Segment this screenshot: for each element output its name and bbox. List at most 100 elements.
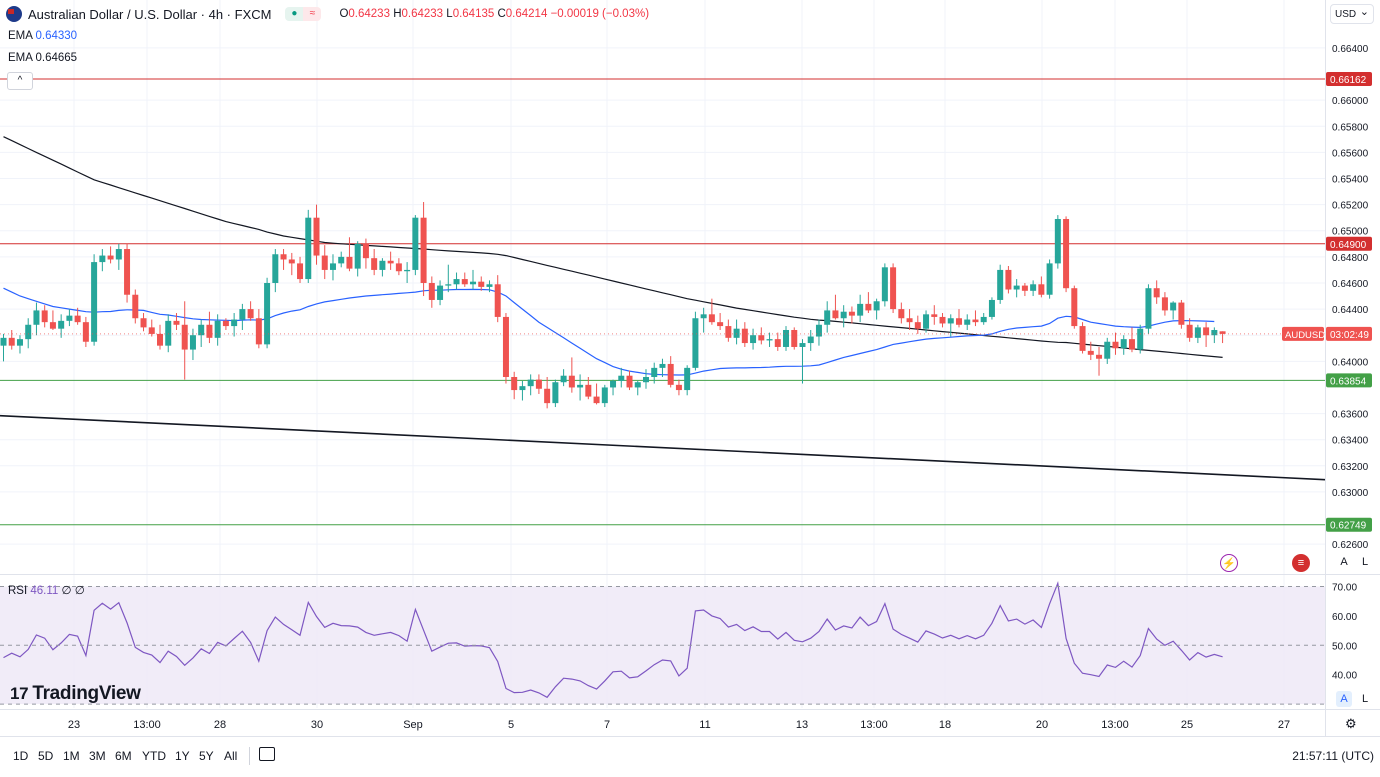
range-1y[interactable]: 1Y	[175, 749, 190, 763]
candle-body	[552, 382, 559, 404]
candle-body	[651, 367, 658, 378]
candle-body	[25, 324, 32, 340]
time-tick-label: 13:00	[860, 719, 888, 731]
candle-body	[618, 375, 625, 381]
candle-body	[371, 258, 378, 270]
market-status-pill[interactable]: ● ≈	[285, 7, 322, 21]
candle-body	[1178, 302, 1185, 325]
candle-body	[148, 327, 155, 334]
calendar-icon[interactable]	[259, 747, 275, 761]
candle-body	[1030, 284, 1037, 291]
candle-body	[346, 256, 353, 269]
rsi-log-scale-button[interactable]: L	[1361, 693, 1369, 705]
time-axis[interactable]: 23 13:00 28 30 Sep 5 7 11 13 13:00 18 20 13:00 25 27	[68, 719, 1290, 731]
rsi-legend[interactable]: RSI 46.11 ∅ ∅	[8, 585, 85, 597]
rsi-tick-label: 50.00	[1332, 641, 1357, 652]
price-tick-label: 0.65400	[1332, 175, 1369, 186]
candle-body	[338, 256, 345, 264]
utc-clock[interactable]: 21:57:11 (UTC)	[1292, 749, 1374, 763]
range-ytd[interactable]: YTD	[142, 749, 166, 763]
candle-body	[82, 322, 89, 342]
range-all[interactable]: All	[224, 749, 238, 763]
candle-body	[198, 324, 205, 336]
candle-body	[815, 324, 822, 337]
candle-body	[404, 269, 411, 272]
candle-body	[857, 303, 864, 316]
candles	[0, 202, 1226, 409]
price-tag-label: 0.63854	[1330, 376, 1367, 387]
candle-body	[33, 310, 40, 325]
price-tick-label: 0.65800	[1332, 122, 1369, 133]
candle-body	[1079, 326, 1086, 351]
time-tick-label: 18	[939, 719, 951, 731]
candle-body	[115, 249, 122, 260]
candle-body	[1211, 329, 1218, 336]
range-5d[interactable]: 5D	[38, 749, 54, 763]
auto-scale-button[interactable]: A	[1340, 556, 1348, 568]
candle-body	[914, 322, 921, 329]
ohlc-values: O0.64233 H0.64233 L0.64135 C0.64214 −0.0…	[339, 8, 650, 20]
candle-body	[783, 329, 790, 347]
tradingview-logo: 17 TradingView	[10, 683, 141, 704]
candle-body	[1063, 218, 1070, 289]
price-tick-label: 0.63600	[1332, 410, 1369, 421]
range-3m[interactable]: 3M	[89, 749, 106, 763]
range-1d[interactable]: 1D	[13, 749, 29, 763]
time-tick-label: 13:00	[133, 719, 161, 731]
legend-header: Australian Dollar / U.S. Dollar · 4h · F…	[6, 6, 649, 22]
price-tick-label: 0.63400	[1332, 436, 1369, 447]
candle-body	[329, 263, 336, 270]
candle-body	[725, 326, 732, 338]
candle-body	[642, 377, 649, 383]
candle-body	[41, 310, 48, 323]
candle-body	[544, 388, 551, 404]
lightning-icon[interactable]: ⚡	[1220, 554, 1238, 572]
rsi-auto-scale-button[interactable]: A	[1336, 691, 1352, 707]
candle-body	[988, 299, 995, 317]
time-tick-label: 11	[699, 719, 710, 731]
candle-body	[791, 329, 798, 347]
candle-body	[980, 316, 987, 323]
collapse-legend-button[interactable]: ^	[7, 72, 33, 90]
candle-body	[206, 324, 213, 338]
candle-body	[1153, 288, 1160, 298]
range-5y[interactable]: 5Y	[199, 749, 214, 763]
candle-body	[264, 282, 271, 345]
settings-gear-icon[interactable]: ⚙	[1345, 716, 1357, 731]
price-tag-bg	[1326, 236, 1372, 251]
candle-body	[881, 267, 888, 302]
ema-fast-legend[interactable]: EMA 0.64330	[8, 30, 78, 42]
price-tick-label: 0.63000	[1332, 488, 1369, 499]
ema-slow-line	[3, 136, 1223, 358]
rsi-axis[interactable]: 70.00 60.00 50.00 40.00	[1332, 583, 1357, 682]
candle-body	[964, 319, 971, 325]
market-open-icon: ●	[285, 7, 304, 21]
price-axis[interactable]: 0.66400 0.66000 0.65800 0.65600 0.65400 0.652…	[1332, 44, 1369, 551]
candle-body	[272, 254, 279, 283]
ema-slow-legend[interactable]: EMA 0.64665	[8, 52, 78, 64]
price-tick-label: 0.63200	[1332, 462, 1369, 473]
candle-body	[610, 380, 617, 388]
candle-body	[437, 285, 444, 300]
candle-body	[1145, 288, 1152, 329]
time-tick-label: 13	[796, 719, 808, 731]
candle-body	[684, 367, 691, 391]
currency-select[interactable]: USD	[1330, 2, 1374, 24]
candle-body	[297, 263, 304, 280]
range-1m[interactable]: 1M	[63, 749, 80, 763]
ema-fast-line	[3, 287, 1215, 376]
rsi-line	[3, 581, 1223, 699]
candle-body	[8, 337, 15, 346]
candle-body	[107, 255, 114, 260]
symbol-title[interactable]: Australian Dollar / U.S. Dollar · 4h · F…	[28, 6, 272, 22]
candle-body	[675, 384, 682, 391]
rsi-tick-label: 60.00	[1332, 612, 1357, 623]
candle-body	[66, 315, 73, 321]
us-flag-icon[interactable]: ≡	[1292, 554, 1310, 572]
candle-body	[124, 249, 131, 295]
log-scale-button[interactable]: L	[1361, 556, 1369, 568]
candle-body	[766, 339, 773, 341]
candle-body	[1038, 284, 1045, 295]
candle-body	[758, 335, 765, 341]
range-6m[interactable]: 6M	[115, 749, 132, 763]
